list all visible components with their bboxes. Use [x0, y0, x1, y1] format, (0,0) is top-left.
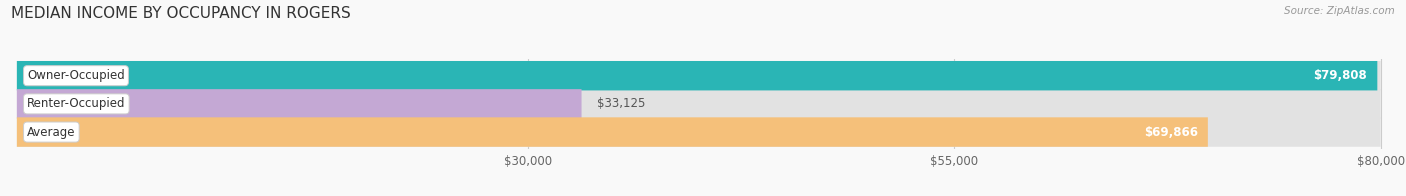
- Text: Renter-Occupied: Renter-Occupied: [27, 97, 125, 110]
- Text: $69,866: $69,866: [1143, 126, 1198, 139]
- Text: Average: Average: [27, 126, 76, 139]
- Text: Source: ZipAtlas.com: Source: ZipAtlas.com: [1284, 6, 1395, 16]
- Text: Owner-Occupied: Owner-Occupied: [27, 69, 125, 82]
- FancyBboxPatch shape: [17, 89, 1381, 119]
- FancyBboxPatch shape: [17, 61, 1381, 90]
- FancyBboxPatch shape: [17, 117, 1208, 147]
- Text: MEDIAN INCOME BY OCCUPANCY IN ROGERS: MEDIAN INCOME BY OCCUPANCY IN ROGERS: [11, 6, 352, 21]
- FancyBboxPatch shape: [17, 61, 1378, 90]
- FancyBboxPatch shape: [17, 89, 582, 119]
- FancyBboxPatch shape: [17, 117, 1381, 147]
- Text: $79,808: $79,808: [1313, 69, 1367, 82]
- Text: $33,125: $33,125: [598, 97, 645, 110]
